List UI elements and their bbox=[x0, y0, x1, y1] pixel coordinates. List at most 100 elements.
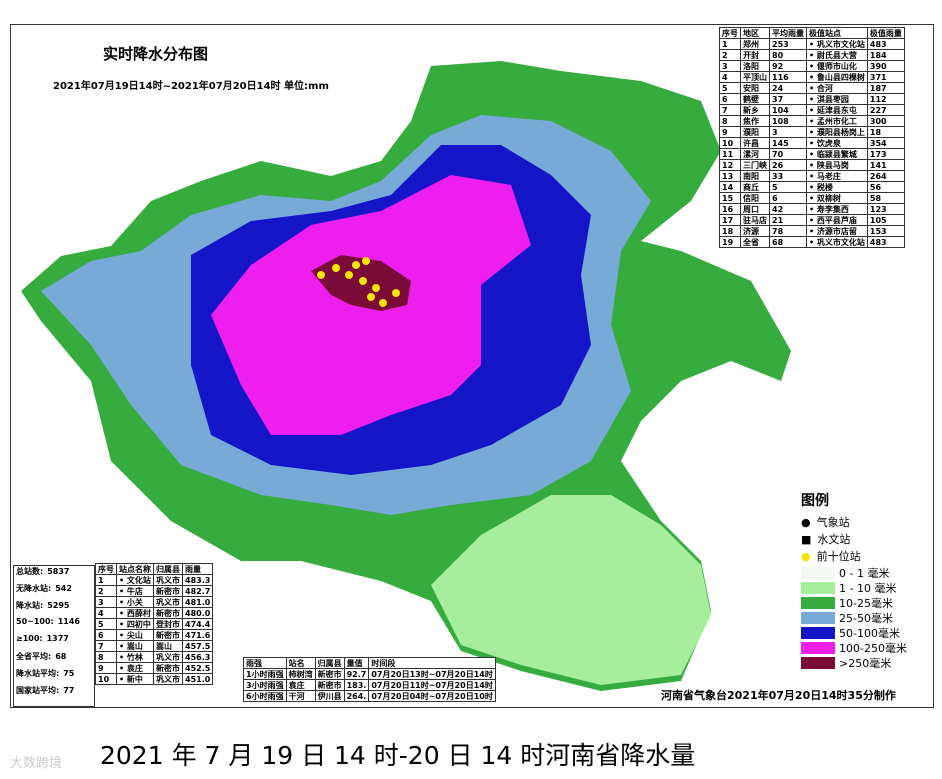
cell: • 竹林 bbox=[116, 651, 154, 663]
symbol-label: 气象站 bbox=[816, 516, 850, 529]
table-row: 1 • 文化站 巩义市 483.3 bbox=[95, 574, 214, 586]
cell: 三门峡 bbox=[740, 159, 770, 171]
stat-row: 国家站平均: 77 bbox=[14, 685, 94, 702]
cell: 12 bbox=[719, 159, 741, 171]
cell: 巩义市 bbox=[153, 596, 183, 608]
cell: 7 bbox=[95, 640, 117, 652]
cell: • 巩义市文化站 bbox=[806, 38, 868, 50]
legend-label: 50-100毫米 bbox=[839, 626, 900, 640]
cell: • 鲁山县四棵树 bbox=[806, 71, 868, 83]
cell: 鹤壁 bbox=[740, 93, 770, 105]
cell: 柿树湾 bbox=[285, 668, 316, 680]
cell: • 袁庄 bbox=[116, 662, 154, 674]
cell: 新密市 bbox=[153, 607, 183, 619]
cell: • 尖山 bbox=[116, 629, 154, 641]
table-row: 1小时雨强 柿树湾 新密市 92.7 07月20日13时~07月20日14时 bbox=[243, 668, 496, 680]
cell: 480.0 bbox=[181, 607, 214, 619]
cell: 驻马店 bbox=[740, 214, 770, 226]
stat-label: 全省平均: bbox=[16, 652, 52, 661]
legend-swatch bbox=[801, 581, 835, 594]
cell: 8 bbox=[95, 651, 117, 663]
cell: 116 bbox=[769, 71, 807, 83]
cell: 112 bbox=[866, 93, 905, 105]
cell: 145 bbox=[769, 137, 807, 149]
stat-label: 降水站: bbox=[16, 601, 44, 610]
cell: 开封 bbox=[740, 49, 770, 61]
cell: 390 bbox=[866, 60, 905, 72]
cell: 6 bbox=[95, 629, 117, 641]
cell: 481.0 bbox=[181, 596, 214, 608]
column-header: 站名 bbox=[285, 657, 316, 669]
cell: 干河 bbox=[285, 690, 316, 702]
column-header: 序号 bbox=[95, 563, 117, 575]
table-row: 3 洛阳 92 • 偃师市山化 390 bbox=[719, 60, 905, 72]
cell: 07月20日04时~07月20日10时 bbox=[368, 690, 496, 702]
cell: 新密市 bbox=[153, 629, 183, 641]
stat-row: 无降水站: 542 bbox=[14, 583, 94, 600]
cell: 70 bbox=[769, 148, 807, 160]
table-row: 4 平顶山 116 • 鲁山县四棵树 371 bbox=[719, 71, 905, 83]
header-row: 雨强 站名 归属县 量值 时间段 bbox=[243, 657, 496, 669]
symbol: ● bbox=[801, 550, 811, 563]
cell: • 陕县马岗 bbox=[806, 159, 868, 171]
table-row: 6 • 尖山 新密市 471.6 bbox=[95, 629, 214, 641]
cell: 371 bbox=[866, 71, 905, 83]
stat-label: 国家站平均: bbox=[16, 686, 60, 695]
cell: 商丘 bbox=[740, 181, 770, 193]
cell: 187 bbox=[866, 82, 905, 94]
top-station-markers bbox=[317, 257, 400, 307]
symbol: ■ bbox=[801, 533, 812, 546]
table-row: 14 商丘 5 • 税楼 56 bbox=[719, 181, 905, 193]
cell: 嵩山 bbox=[153, 640, 183, 652]
cell: 92 bbox=[769, 60, 807, 72]
cell: • 寿李集西 bbox=[806, 203, 868, 215]
table-row: 8 • 竹林 巩义市 456.3 bbox=[95, 651, 214, 663]
cell: 80 bbox=[769, 49, 807, 61]
stat-value: 5295 bbox=[47, 601, 70, 610]
legend-label: 0 - 1 毫米 bbox=[839, 566, 890, 580]
stat-row: 降水站: 5295 bbox=[14, 600, 94, 617]
cell: 2 bbox=[719, 49, 741, 61]
table-row: 9 濮阳 3 • 濮阳县杨岗上 18 bbox=[719, 126, 905, 138]
cell: 全省 bbox=[740, 236, 770, 248]
legend-swatch bbox=[801, 656, 835, 669]
cell: 141 bbox=[866, 159, 905, 171]
legend-symbol: ■ 水文站 bbox=[801, 531, 929, 548]
cell: 信阳 bbox=[740, 192, 770, 204]
top-table: 序号 站点名称 归属县 雨量 1 • 文化站 巩义市 483.3 2 • 牛店 新密市 482.7 3 •… bbox=[95, 563, 214, 685]
cell: 24 bbox=[769, 82, 807, 94]
column-header: 时间段 bbox=[368, 657, 496, 669]
cell: 13 bbox=[719, 170, 741, 182]
cell: 新乡 bbox=[740, 104, 770, 116]
cell: 3小时雨强 bbox=[243, 679, 287, 691]
table-row: 6 鹤壁 37 • 淇县枣园 112 bbox=[719, 93, 905, 105]
cell: 10 bbox=[95, 673, 117, 685]
cell: 9 bbox=[719, 126, 741, 138]
cell: 07月20日13时~07月20日14时 bbox=[368, 668, 496, 680]
column-header: 站点名称 bbox=[116, 563, 154, 575]
cell: • 淇县枣园 bbox=[806, 93, 868, 105]
table-row: 7 • 嵩山 嵩山 457.5 bbox=[95, 640, 214, 652]
column-header: 地区 bbox=[740, 27, 770, 39]
cell: • 四初中 bbox=[116, 618, 154, 630]
cell: 451.0 bbox=[181, 673, 214, 685]
cell: 457.5 bbox=[181, 640, 214, 652]
cell: 37 bbox=[769, 93, 807, 105]
cell: 5 bbox=[95, 618, 117, 630]
column-header: 雨量 bbox=[181, 563, 214, 575]
cell: 7 bbox=[719, 104, 741, 116]
legend-item: 25-50毫米 bbox=[801, 610, 929, 625]
cell: 483 bbox=[866, 38, 905, 50]
stats-box: 总站数: 5837 无降水站: 542 降水站: 5295 50~100: 1146 ≥100:… bbox=[13, 565, 95, 707]
map-subtitle: 2021年07月19日14时~2021年07月20日14时 单位:mm bbox=[53, 81, 329, 92]
cell: 15 bbox=[719, 192, 741, 204]
cell: 濮阳 bbox=[740, 126, 770, 138]
table-row: 2 开封 80 • 尉氏县大营 184 bbox=[719, 49, 905, 61]
cell: 巩义市 bbox=[153, 574, 183, 586]
caption: 2021 年 7 月 19 日 14 时-20 日 14 时河南省降水量 bbox=[100, 741, 696, 770]
column-header: 量值 bbox=[343, 657, 370, 669]
cell: 4 bbox=[719, 71, 741, 83]
cell: • 牛店 bbox=[116, 585, 154, 597]
cell: 21 bbox=[769, 214, 807, 226]
symbol: ● bbox=[801, 516, 811, 529]
